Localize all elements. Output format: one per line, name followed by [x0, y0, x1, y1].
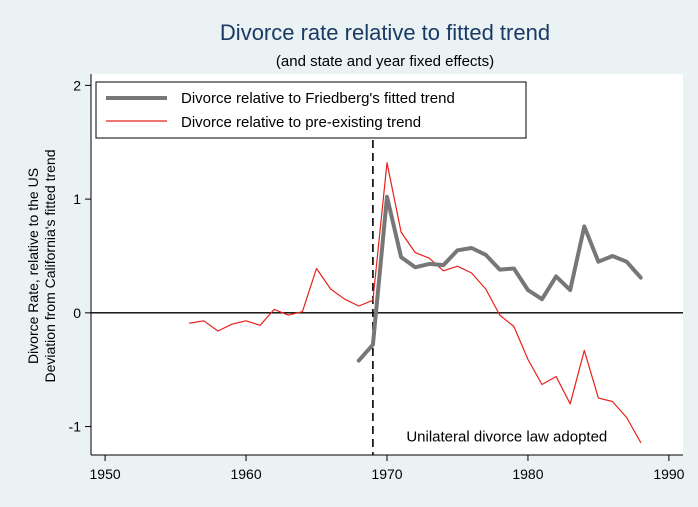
x-tick-label: 1970 — [371, 466, 402, 482]
legend-label-pre-existing: Divorce relative to pre-existing trend — [181, 114, 421, 131]
chart-subtitle: (and state and year fixed effects) — [276, 53, 494, 70]
x-tick-label: 1990 — [653, 466, 684, 482]
annotation-label: Unilateral divorce law adopted — [406, 428, 607, 445]
legend: Divorce relative to Friedberg's fitted t… — [95, 81, 527, 139]
x-tick-label: 1960 — [230, 466, 261, 482]
series-line-pre-existing — [189, 162, 642, 444]
x-tick-label: 1980 — [512, 466, 543, 482]
series-line-friedberg — [356, 194, 643, 363]
legend-label-friedberg: Divorce relative to Friedberg's fitted t… — [181, 90, 455, 107]
y-axis-label-line-2: Deviation from California's fitted trend — [42, 150, 58, 383]
chart-title: Divorce rate relative to fitted trend — [220, 20, 550, 45]
y-tick-label: 0 — [73, 305, 81, 321]
series-layer — [189, 162, 643, 444]
y-axis-label: Divorce Rate, relative to the US Deviati… — [25, 150, 58, 383]
x-tick-label: 1950 — [90, 466, 121, 482]
legend-box — [95, 81, 527, 139]
y-tick-label: 1 — [73, 191, 81, 207]
y-axis-label-line-1: Divorce Rate, relative to the US — [25, 168, 41, 364]
y-tick-label: 2 — [73, 77, 81, 93]
y-tick-label: -1 — [69, 419, 82, 435]
